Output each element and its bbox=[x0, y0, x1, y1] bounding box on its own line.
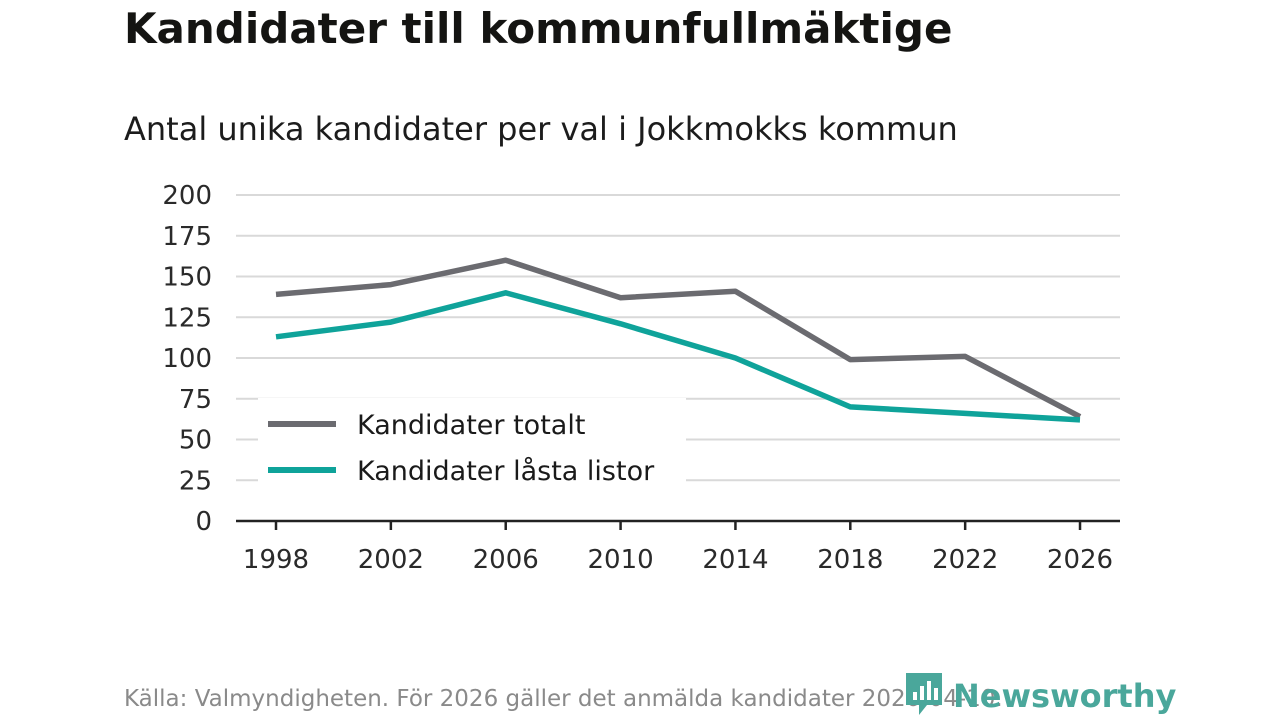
y-tick-label: 125 bbox=[162, 303, 212, 333]
x-tick-label: 2010 bbox=[587, 545, 653, 575]
source-note: Källa: Valmyndigheten. För 2026 gäller d… bbox=[124, 686, 1003, 712]
brand-logo[interactable]: Newsworthy bbox=[903, 670, 1176, 722]
x-tick-label: 2014 bbox=[702, 545, 768, 575]
x-tick-label: 2018 bbox=[817, 545, 883, 575]
x-tick-label: 2026 bbox=[1047, 545, 1113, 575]
series-line-locked bbox=[275, 290, 1081, 423]
legend-label-total: Kandidater totalt bbox=[357, 410, 585, 441]
y-tick-label: 25 bbox=[179, 466, 212, 496]
chart-subtitle: Antal unika kandidater per val i Jokkmok… bbox=[124, 110, 958, 148]
y-tick-label: 200 bbox=[162, 181, 212, 211]
y-tick-label: 0 bbox=[195, 507, 212, 537]
y-axis-ticks: 0 25 50 75 100 125 150 175 200 bbox=[162, 181, 212, 537]
chart-title: Kandidater till kommunfullmäktige bbox=[124, 4, 953, 53]
y-tick-label: 75 bbox=[179, 385, 212, 415]
x-tick-label: 2006 bbox=[473, 545, 539, 575]
x-tick-label: 2022 bbox=[932, 545, 998, 575]
x-tick-label: 1998 bbox=[243, 545, 309, 575]
newsworthy-logo-icon bbox=[903, 670, 945, 722]
x-tick-label: 2002 bbox=[358, 545, 424, 575]
y-tick-label: 100 bbox=[162, 344, 212, 374]
series-line-total bbox=[275, 257, 1082, 420]
y-tick-label: 150 bbox=[162, 263, 212, 293]
x-axis-ticks: 1998 2002 2006 2010 2014 2018 2022 2026 bbox=[243, 521, 1113, 575]
brand-name: Newsworthy bbox=[953, 677, 1177, 715]
series-lines bbox=[275, 257, 1082, 423]
legend-label-locked: Kandidater låsta listor bbox=[357, 456, 655, 487]
legend: Kandidater totalt Kandidater låsta listo… bbox=[258, 398, 686, 487]
y-tick-label: 175 bbox=[162, 222, 212, 252]
y-tick-label: 50 bbox=[179, 426, 212, 456]
